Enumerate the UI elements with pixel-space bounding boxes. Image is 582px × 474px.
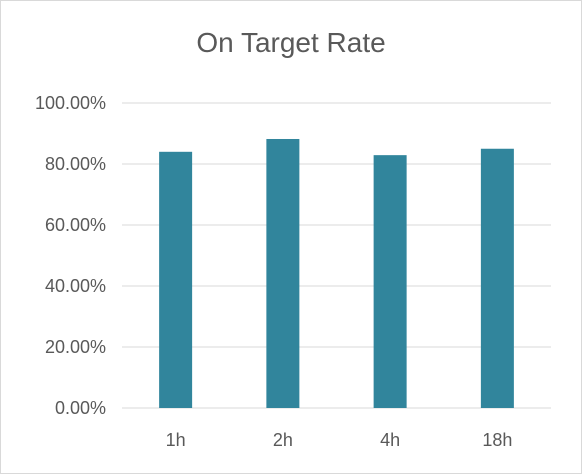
bar-4h	[373, 155, 407, 408]
y-tick-label: 0.00%	[55, 398, 106, 418]
y-tick-label: 20.00%	[45, 337, 106, 357]
bar-1h	[159, 151, 193, 409]
x-tick-label: 1h	[166, 430, 186, 450]
y-tick-label: 80.00%	[45, 154, 106, 174]
bar-18h	[480, 148, 514, 408]
chart-title: On Target Rate	[196, 27, 386, 58]
y-tick-label: 100.00%	[35, 93, 106, 113]
x-tick-label: 4h	[380, 430, 400, 450]
bar-2h	[266, 138, 300, 409]
x-tick-label: 2h	[273, 430, 293, 450]
x-tick-label: 18h	[482, 430, 512, 450]
y-tick-label: 40.00%	[45, 276, 106, 296]
y-tick-label: 60.00%	[45, 215, 106, 235]
